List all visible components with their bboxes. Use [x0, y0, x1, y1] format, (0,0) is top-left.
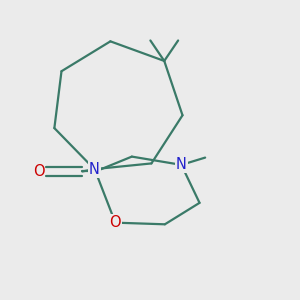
Text: O: O [33, 164, 44, 179]
Text: N: N [176, 158, 187, 172]
Text: N: N [89, 162, 100, 177]
Text: O: O [110, 215, 121, 230]
